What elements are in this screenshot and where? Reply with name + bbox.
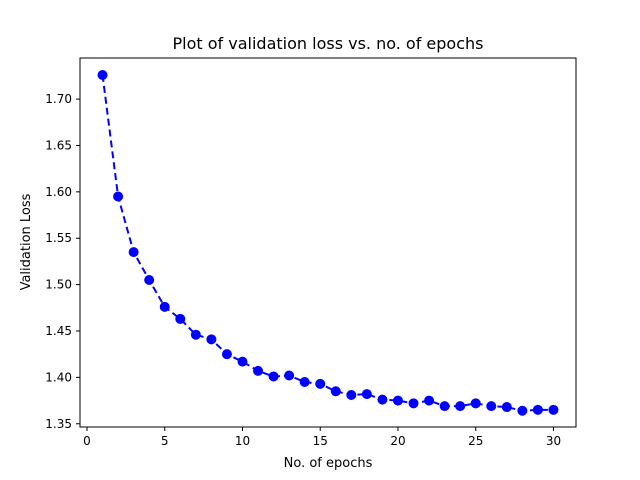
y-tick-label: 1.45: [45, 324, 72, 338]
x-tick-label: 10: [235, 434, 250, 448]
data-point: [424, 395, 435, 406]
data-point: [128, 247, 139, 258]
data-point: [408, 398, 419, 409]
data-point: [268, 371, 279, 382]
data-point: [253, 365, 264, 376]
y-tick-label: 1.35: [45, 417, 72, 431]
y-tick-label: 1.55: [45, 231, 72, 245]
data-point: [221, 349, 232, 360]
data-point: [330, 386, 341, 397]
data-point: [377, 394, 388, 405]
data-point: [284, 370, 295, 381]
y-tick-label: 1.40: [45, 370, 72, 384]
x-tick-label: 15: [313, 434, 328, 448]
data-point: [315, 378, 326, 389]
data-point: [470, 398, 481, 409]
data-point: [97, 69, 108, 80]
y-tick-label: 1.50: [45, 278, 72, 292]
data-point: [532, 404, 543, 415]
data-point: [517, 405, 528, 416]
data-point: [361, 389, 372, 400]
data-point: [548, 404, 559, 415]
data-point: [175, 313, 186, 324]
y-tick-label: 1.70: [45, 92, 72, 106]
x-tick-label: 20: [390, 434, 405, 448]
data-point: [299, 377, 310, 388]
data-point: [346, 389, 357, 400]
series-validation-loss: [97, 69, 559, 416]
data-point: [144, 274, 155, 285]
data-point: [439, 401, 450, 412]
y-tick-label: 1.65: [45, 138, 72, 152]
data-point: [455, 401, 466, 412]
chart-title: Plot of validation loss vs. no. of epoch…: [173, 34, 484, 53]
data-point: [486, 401, 497, 412]
x-axis-label: No. of epochs: [284, 456, 373, 471]
data-point: [159, 301, 170, 312]
data-point: [501, 402, 512, 413]
plot-frame: [79, 57, 577, 428]
x-tick-label: 25: [468, 434, 483, 448]
data-point: [206, 334, 217, 345]
data-point: [190, 329, 201, 340]
x-tick-label: 5: [161, 434, 169, 448]
x-tick-label: 30: [546, 434, 561, 448]
x-tick-label: 0: [83, 434, 91, 448]
data-point: [392, 395, 403, 406]
data-point: [237, 356, 248, 367]
y-tick-label: 1.60: [45, 185, 72, 199]
y-axis-label: Validation Loss: [19, 193, 34, 290]
data-point: [113, 191, 124, 202]
axis-ticks: 0 5 10 15 20 25 30 1.35 1.40 1.45 1.50 1.55 1.60 1.65…: [45, 92, 561, 448]
